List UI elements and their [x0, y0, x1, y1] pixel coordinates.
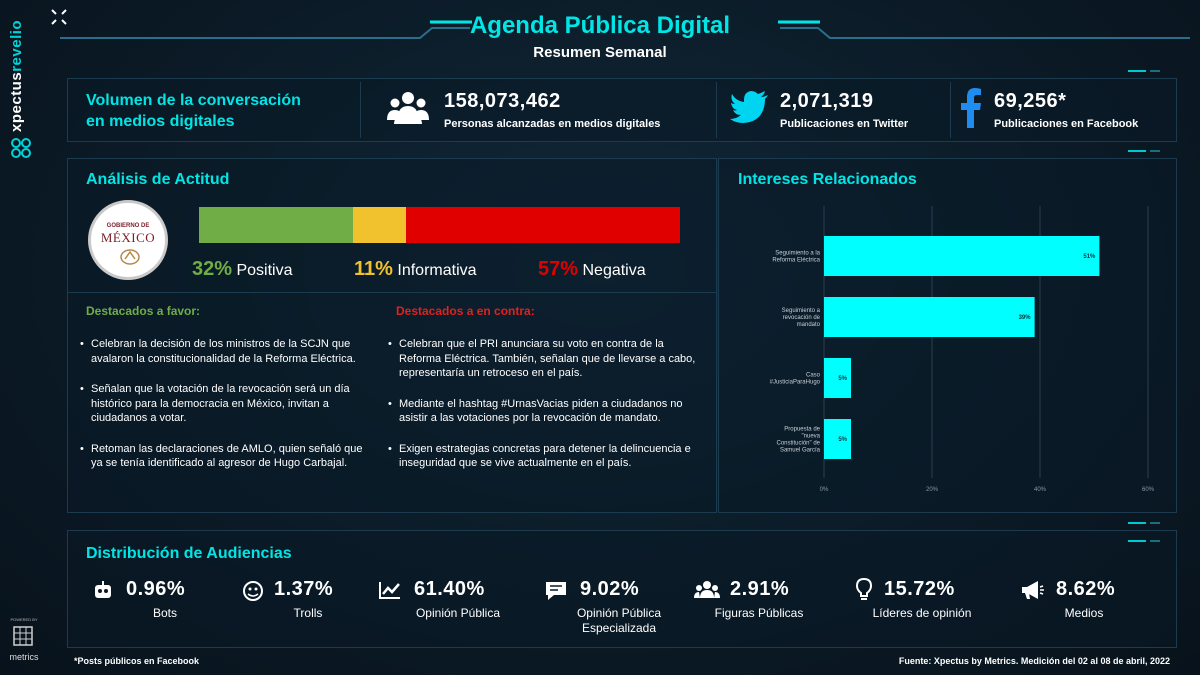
audience-lideres: 15.72% Líderes de opinión — [852, 578, 1020, 640]
audience-opinion-publica: 61.40% Opinión Pública — [378, 578, 544, 640]
category-label: Seguimiento a revocación de mandato — [782, 308, 821, 328]
x-tick-label: 20% — [926, 487, 939, 493]
attitude-title: Análisis de Actitud — [86, 171, 230, 188]
category-label: Seguimiento a la Reforma Eléctrica — [772, 251, 820, 264]
attitude-stacked-bar — [199, 207, 680, 243]
positive-label: Positiva — [236, 262, 293, 279]
powered-by-label: POWERED BY — [10, 617, 38, 622]
facebook-label: Publicaciones en Facebook — [994, 118, 1139, 130]
x-tick-label: 40% — [1034, 487, 1047, 493]
contra-list: Celebran que el PRI anunciara su voto en… — [388, 337, 703, 487]
bar-value-label: 5% — [838, 376, 847, 382]
people-group-icon — [387, 92, 429, 124]
volume-title: Volumen de la conversación en medios dig… — [86, 92, 301, 130]
positive-legend: 32% Positiva — [192, 258, 293, 281]
informative-legend: 11% Informativa — [354, 258, 477, 281]
list-item: Celebran que el PRI anunciara su voto en… — [388, 337, 703, 381]
audience-figuras-publicas: 2.91% Figuras Públicas — [694, 578, 852, 640]
negative-label: Negativa — [582, 262, 646, 279]
favor-title: Destacados a favor: — [86, 304, 201, 318]
footer-source: Fuente: Xpectus by Metrics. Medición del… — [898, 656, 1170, 666]
negative-pct: 57% — [538, 258, 579, 280]
lightbulb-icon — [856, 578, 872, 600]
list-item: Exigen estrategias concretas para detene… — [388, 442, 703, 471]
bar — [824, 358, 851, 398]
x-tick-label: 60% — [1142, 487, 1155, 493]
positive-segment — [199, 207, 353, 243]
bar — [824, 236, 1100, 276]
list-item: Mediante el hashtag #UrnasVacias piden a… — [388, 397, 703, 426]
bar-value-label: 51% — [1083, 254, 1096, 260]
line-chart-icon — [379, 582, 400, 599]
footer-note: *Posts públicos en Facebook — [74, 656, 200, 666]
header-frame — [60, 20, 1190, 39]
people-reached-value: 158,073,462 — [444, 90, 561, 112]
audiences-row: 0.96% Bots 1.37% Trolls 61.40% Opinión P… — [90, 578, 1150, 640]
brand-wordmark: xpectusrevelio — [8, 19, 25, 132]
people-reached-label: Personas alcanzadas en medios digitales — [444, 118, 661, 130]
megaphone-icon — [1022, 581, 1044, 599]
audience-medios: 8.62% Medios — [1020, 578, 1144, 640]
government-seal: GOBIERNO DE MÉXICO — [88, 200, 168, 280]
eagle-emblem-icon — [120, 249, 140, 265]
sidebar-brand: xpectusrevelio POWERED BY metrics — [0, 0, 48, 675]
list-item: Señalan que la votación de la revocación… — [80, 382, 372, 426]
twitter-value: 2,071,319 — [780, 90, 874, 112]
informative-segment — [352, 207, 406, 243]
list-item: Retoman las declaraciones de AMLO, quien… — [80, 442, 372, 471]
bar-value-label: 39% — [1019, 315, 1032, 321]
twitter-icon — [730, 91, 768, 123]
bar-value-label: 5% — [838, 437, 847, 443]
informative-pct: 11% — [354, 258, 393, 280]
favor-list: Celebran la decisión de los ministros de… — [80, 337, 372, 487]
x-tick-label: 0% — [820, 487, 829, 493]
contra-title: Destacados a en contra: — [396, 304, 535, 318]
speech-bubble-icon — [546, 582, 566, 600]
interests-bar-chart: 0% 20% 40% 60% 51% Seguimiento a la Reforma El… — [770, 206, 1155, 493]
audience-trolls: 1.37% Trolls — [238, 578, 378, 640]
metrics-logo-icon — [13, 626, 33, 646]
interests-title: Intereses Relacionados — [738, 171, 917, 188]
robot-icon — [95, 581, 111, 598]
facebook-value: 69,256* — [994, 90, 1067, 112]
category-label: Caso #JusticiaParaHugo — [770, 373, 821, 386]
category-label: Propuesta de "nueva Constitución" de Samuel… — [777, 427, 821, 454]
group-icon — [694, 581, 720, 598]
informative-label: Informativa — [397, 262, 477, 279]
audience-opinion-especializada: 9.02% Opinión Pública Especializada — [544, 578, 694, 640]
bar — [824, 419, 851, 459]
twitter-label: Publicaciones en Twitter — [780, 118, 909, 130]
audiences-panel — [67, 530, 1177, 648]
positive-pct: 32% — [192, 258, 233, 280]
negative-segment — [405, 207, 680, 243]
facebook-icon — [961, 88, 981, 128]
page-subtitle: Resumen Semanal — [533, 44, 667, 61]
audiences-title: Distribución de Audiencias — [86, 545, 292, 562]
volume-panel — [67, 78, 1177, 142]
bar — [824, 297, 1035, 337]
page-title: Agenda Pública Digital — [469, 12, 731, 39]
list-item: Celebran la decisión de los ministros de… — [80, 337, 372, 366]
audience-bots: 0.96% Bots — [90, 578, 238, 640]
brand-logo-icon — [11, 138, 31, 158]
expand-icon — [51, 9, 67, 25]
negative-legend: 57% Negativa — [538, 258, 646, 281]
troll-face-icon — [243, 581, 263, 601]
metrics-label: metrics — [9, 652, 39, 662]
